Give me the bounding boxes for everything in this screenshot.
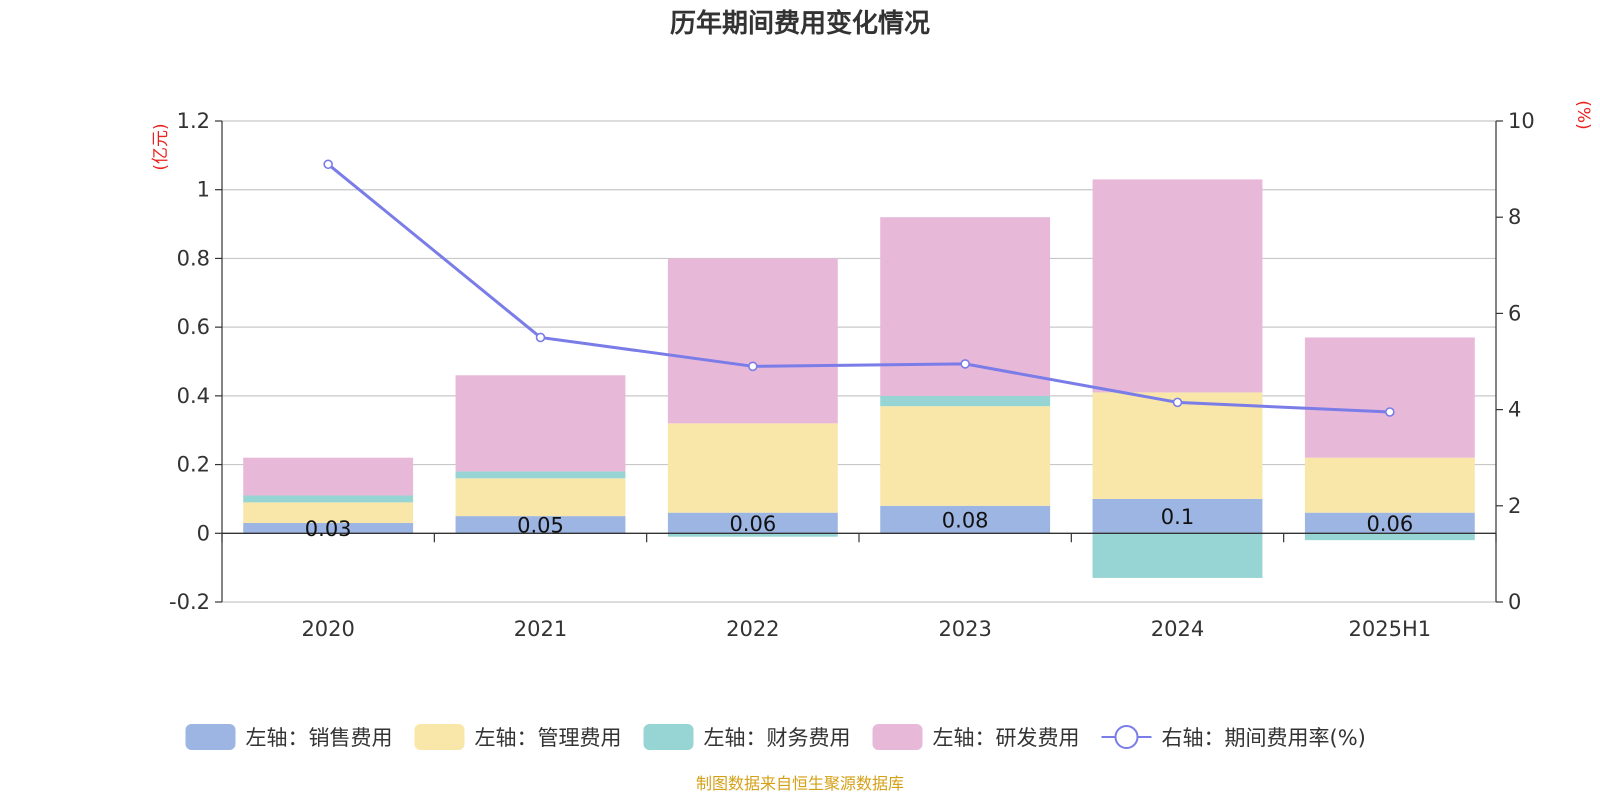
bar-segment (667, 423, 838, 513)
rate-point (748, 361, 758, 372)
bar-segment (1304, 512, 1475, 534)
bar-segment (880, 505, 1051, 534)
left-tick-label: 0 (197, 521, 210, 545)
data-label: 0.06 (729, 512, 776, 536)
bar-segment (1304, 337, 1475, 458)
category-label: 2025H1 (1349, 617, 1432, 641)
chart-title: 历年期间费用变化情况 (670, 8, 930, 39)
data-label: 0.08 (942, 509, 989, 533)
bar-segment (1304, 533, 1475, 541)
right-tick-label: 8 (1508, 205, 1521, 229)
bars (243, 179, 1475, 578)
category-label: 2021 (514, 617, 567, 641)
bar-segment (1092, 533, 1263, 578)
legend-label: 左轴：管理费用 (475, 726, 622, 750)
bar-segment (455, 516, 626, 534)
left-tick-label: 1.2 (177, 109, 210, 133)
bar-segment (667, 533, 838, 537)
left-tick-label: -0.2 (169, 590, 210, 614)
right-tick-label: 4 (1508, 398, 1521, 422)
legend: 左轴：销售费用 左轴：管理费用 左轴：财务费用 左轴：研发费用 右轴：期间费用率(%) (185, 724, 1366, 750)
bar-segment (455, 471, 626, 479)
bar-segment (880, 406, 1051, 506)
right-tick-label: 10 (1508, 109, 1535, 133)
data-labels: 0.03 0.05 0.06 0.08 0.1 0.06 (305, 505, 1413, 541)
source-note: 制图数据来自恒生聚源数据库 (696, 774, 904, 793)
bar-segment (455, 478, 626, 517)
legend-swatch (643, 724, 694, 750)
gridlines (222, 120, 1496, 603)
legend-swatch-marker (1114, 725, 1139, 749)
bar-segment (667, 512, 838, 534)
legend-label: 右轴：期间费用率(%) (1162, 726, 1366, 750)
rate-point (1172, 397, 1183, 408)
category-label: 2024 (1151, 617, 1204, 641)
bar-segment (1092, 179, 1263, 393)
legend-swatch (185, 724, 236, 750)
bar-segment (243, 522, 414, 534)
bar-segment (1092, 498, 1263, 534)
bar-segment (243, 457, 414, 496)
left-tick-label: 1 (197, 178, 210, 202)
legend-label: 左轴：研发费用 (933, 726, 1080, 750)
legend-label: 左轴：财务费用 (704, 726, 851, 750)
rate-point (1385, 407, 1395, 417)
data-label: 0.1 (1161, 505, 1194, 529)
bar-segment (880, 217, 1051, 396)
rate-point (960, 359, 970, 369)
data-label: 0.06 (1366, 512, 1413, 536)
left-tick-label: 0.8 (177, 246, 210, 270)
bar-segment (243, 495, 414, 503)
right-tick-label: 6 (1508, 301, 1521, 325)
category-label: 2023 (938, 617, 991, 641)
legend-swatch (872, 724, 923, 750)
bar-segment (880, 395, 1051, 407)
legend-swatch (414, 724, 465, 750)
bar-segment (455, 375, 626, 472)
bar-segment (1304, 457, 1475, 513)
rate-point (323, 159, 333, 170)
rate-point (535, 332, 546, 343)
rate-line-path (327, 163, 1390, 414)
right-tick-label: 0 (1508, 590, 1521, 614)
bar-segment (1092, 392, 1263, 499)
left-tick-label: 0.2 (177, 453, 210, 477)
data-label: 0.05 (517, 514, 564, 538)
axes: -0.2 0 0.2 0.4 0.6 0.8 1 1.2 0 2 4 6 8 10 2020 2021 2022… (169, 109, 1535, 641)
right-axis-unit: (%) (1573, 100, 1593, 129)
legend-label: 左轴：销售费用 (246, 726, 393, 750)
left-axis-unit: (亿元) (151, 123, 171, 170)
category-label: 2020 (301, 617, 354, 641)
left-tick-label: 0.4 (177, 384, 210, 408)
bar-segment (667, 258, 838, 424)
rate-line (323, 159, 1395, 417)
bar-segment (243, 502, 414, 523)
right-tick-label: 2 (1508, 494, 1521, 518)
data-label: 0.03 (305, 517, 352, 541)
category-label: 2022 (726, 617, 779, 641)
left-tick-label: 0.6 (177, 315, 210, 339)
